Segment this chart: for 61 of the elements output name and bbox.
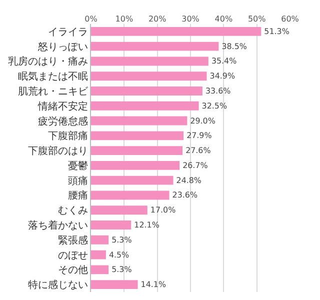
bar: [91, 160, 180, 170]
y-tick-label: 怒りっぽい: [37, 40, 88, 53]
bar: [91, 190, 170, 200]
bar: [91, 56, 208, 66]
data-label: 33.6%: [205, 86, 232, 96]
bar: [91, 42, 219, 51]
data-label: 17.0%: [150, 206, 176, 215]
x-tick-label: 10%: [115, 14, 134, 24]
y-tick-label: 肌荒れ・ニキビ: [18, 86, 89, 98]
data-label: 35.4%: [211, 56, 238, 66]
bar: [91, 86, 202, 96]
bar: [91, 176, 174, 185]
bar: [91, 72, 207, 81]
data-label: 12.1%: [134, 220, 160, 230]
y-tick-label: 下腹部のはり: [28, 145, 88, 158]
x-tick-label: 40%: [214, 14, 233, 24]
y-tick-label: のぼせ: [58, 250, 88, 262]
y-tick-label: イライラ: [48, 26, 88, 38]
y-tick-label: 乳房のはり・痛み: [8, 56, 88, 68]
data-label: 4.5%: [108, 250, 130, 260]
bar: [91, 250, 106, 260]
y-tick-label: 下腹部痛: [48, 130, 88, 142]
bar: [91, 146, 183, 156]
data-label: 27.6%: [186, 146, 212, 156]
data-label: 23.6%: [172, 190, 198, 200]
x-tick-label: 30%: [182, 14, 200, 24]
data-label: 14.1%: [140, 280, 166, 290]
y-tick-label: 頭痛: [68, 174, 88, 187]
data-label: 38.5%: [222, 42, 248, 51]
data-label: 34.9%: [210, 72, 236, 81]
bar: [91, 101, 199, 110]
data-label: 5.3%: [112, 235, 132, 244]
y-tick-label: 憂鬱: [68, 160, 88, 172]
y-tick-label: 情緒不安定: [37, 100, 88, 112]
y-tick-label: むくみ: [58, 206, 88, 217]
bar: [91, 265, 109, 274]
data-label: 5.3%: [112, 265, 132, 274]
data-label: 29.0%: [190, 116, 216, 126]
data-label: 24.8%: [176, 176, 202, 185]
y-tick-label: 眠気または不眠: [18, 72, 88, 83]
x-tick-label: 20%: [148, 14, 167, 24]
x-tick-label: 60%: [281, 14, 300, 24]
y-tick-label: 落ち着かない: [28, 220, 88, 232]
bar: [91, 206, 148, 215]
y-tick-label: その他: [58, 264, 88, 276]
data-label: 32.5%: [202, 101, 228, 110]
bar: [91, 131, 184, 140]
y-tick-label: 特に感じない: [28, 279, 88, 292]
data-label: 51.3%: [264, 26, 290, 36]
y-tick-label: 腰痛: [68, 190, 88, 202]
x-tick-label: 50%: [248, 14, 266, 24]
data-label: 26.7%: [182, 160, 208, 170]
y-tick-label: 疲労倦怠感: [38, 115, 88, 128]
bar: [91, 116, 188, 126]
bar: [91, 220, 132, 230]
y-tick-label: 緊張感: [58, 234, 88, 246]
data-label: 27.9%: [186, 131, 212, 140]
bar: [91, 26, 262, 36]
x-tick-label: 0%: [84, 14, 98, 24]
bar: [91, 235, 109, 244]
bar: [91, 280, 138, 290]
